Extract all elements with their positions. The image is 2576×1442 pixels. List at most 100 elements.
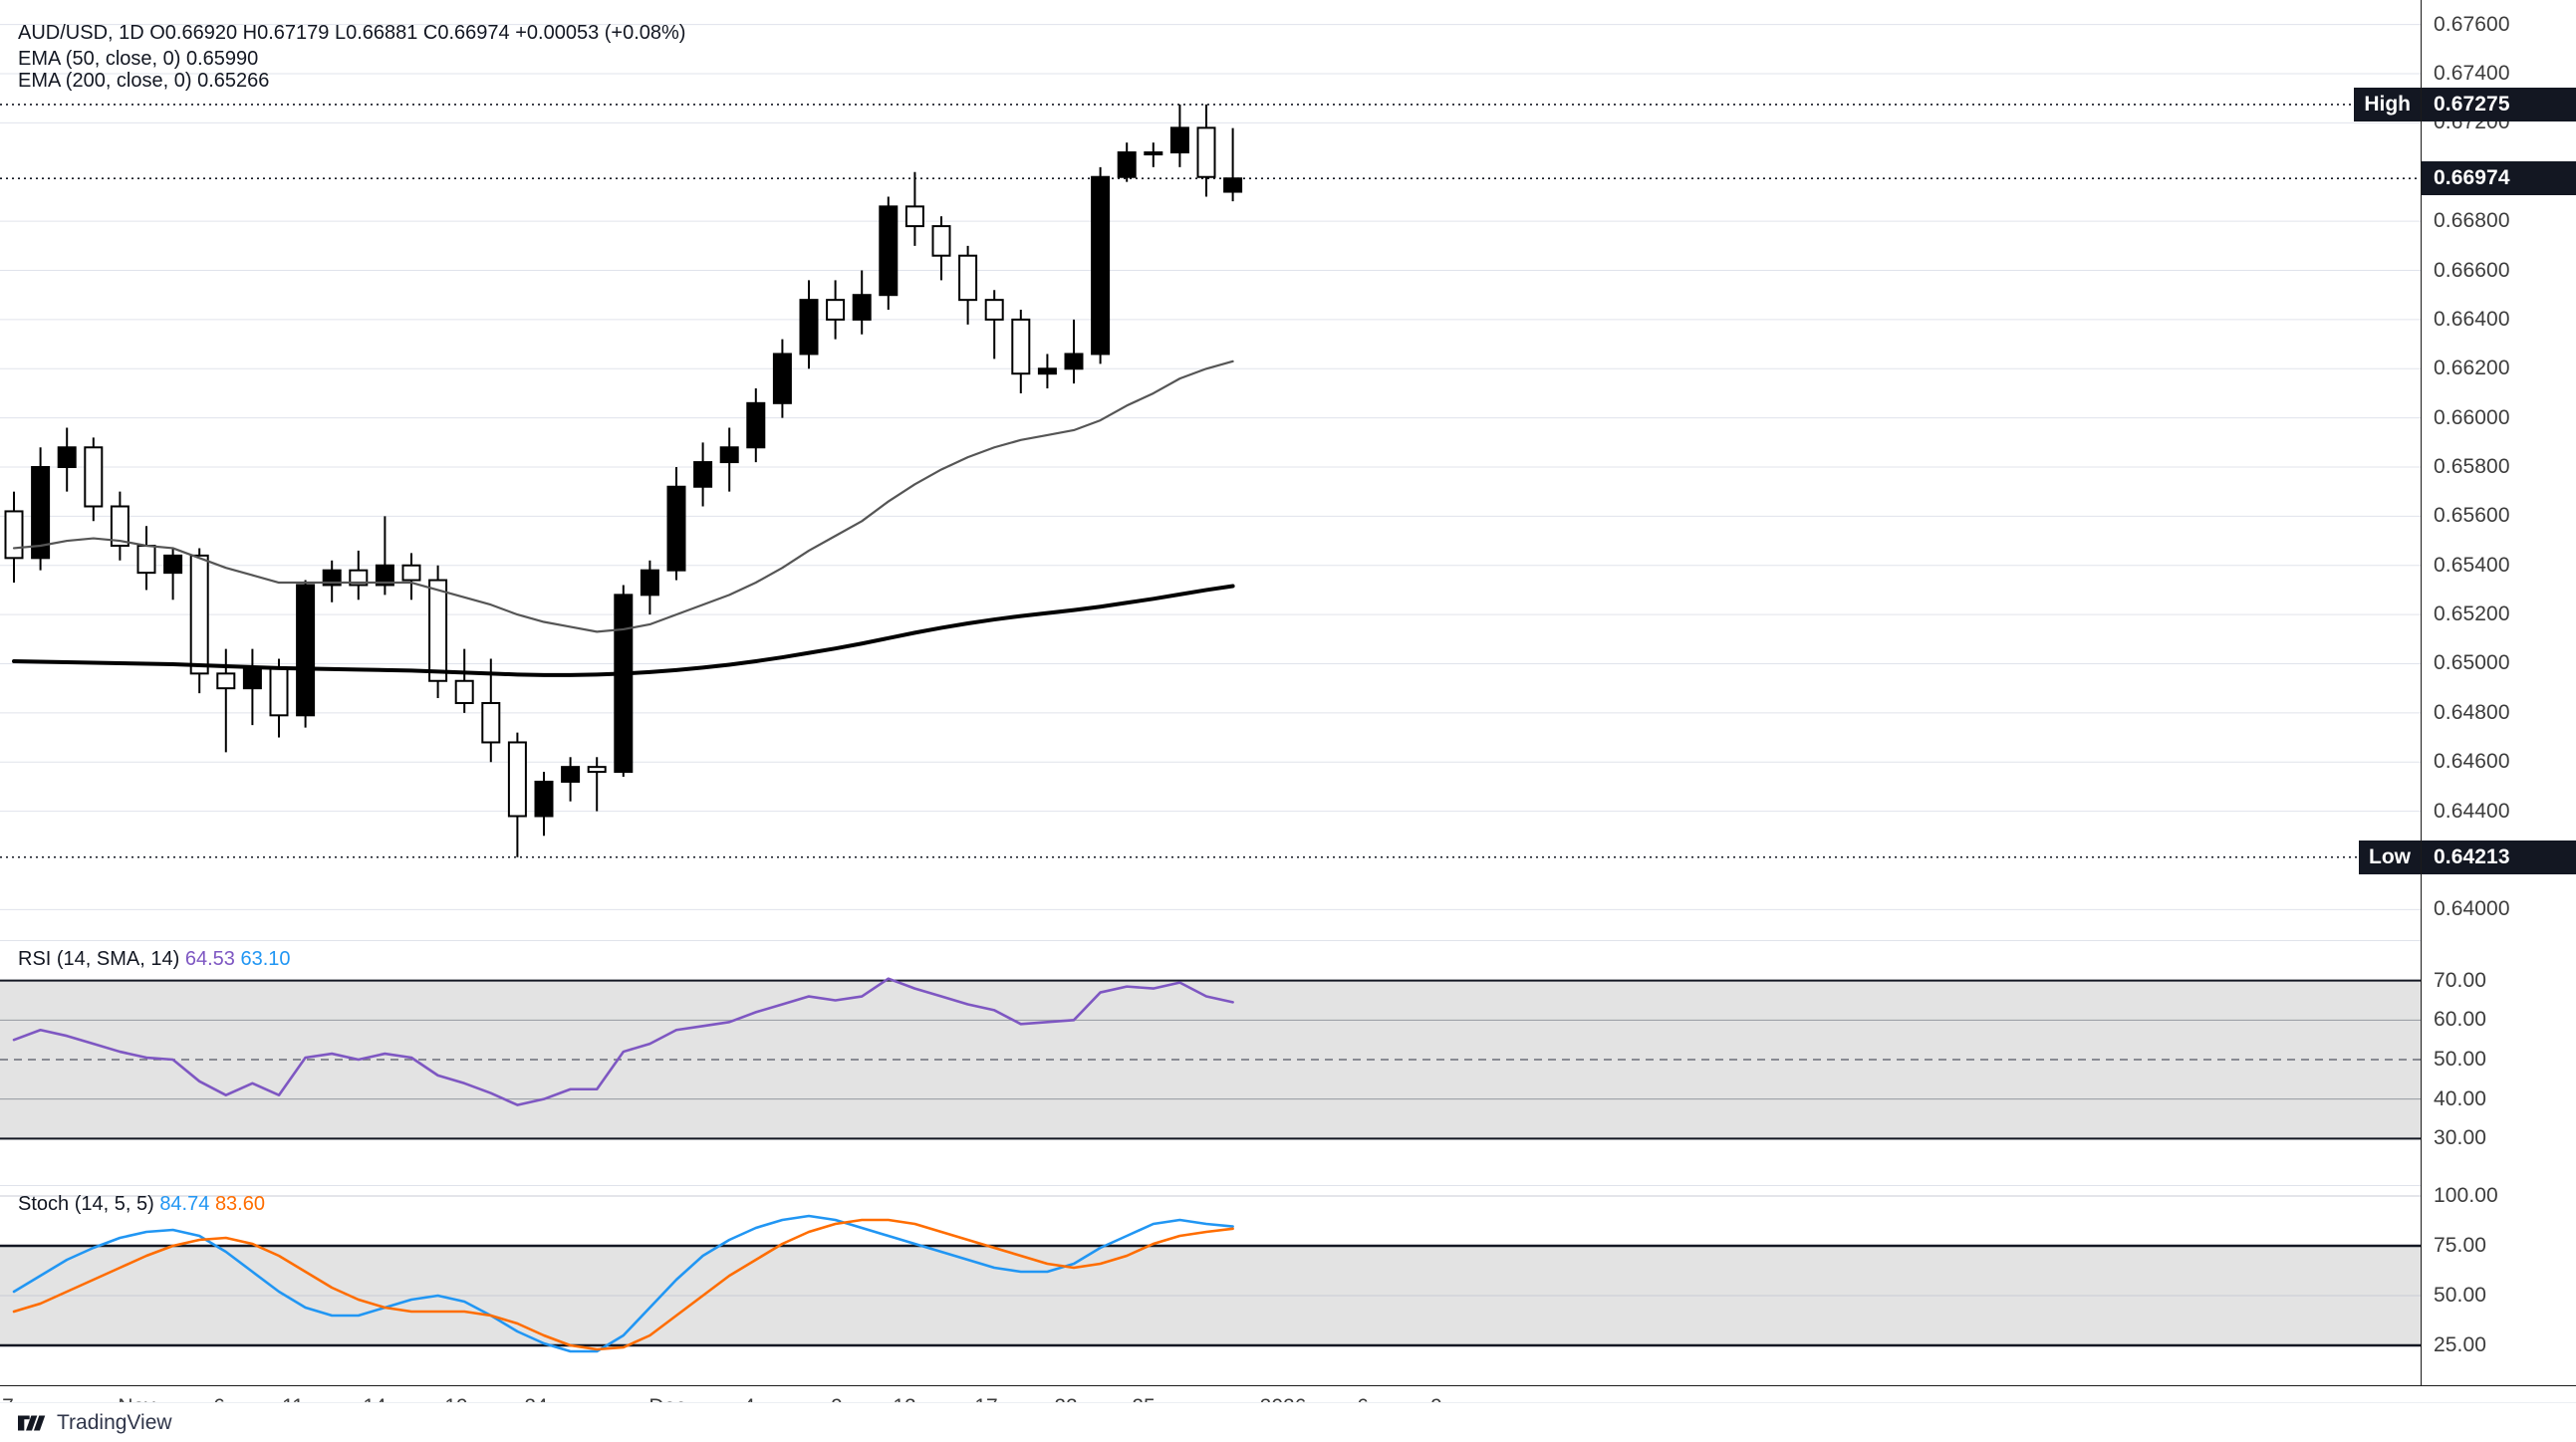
price-pane[interactable] [0,0,2421,934]
rsi-tick-label: 50.00 [2434,1048,2487,1071]
candle-body [984,299,1004,321]
ema50-line [12,360,1234,633]
stoch-legend-d-value: 83.60 [214,1193,265,1215]
candle-body [31,466,51,560]
rsi-pane[interactable] [0,941,2421,1178]
rsi-legend-label: RSI (14, SMA, 14) [18,948,180,970]
price-tick-label: 0.65400 [2434,553,2510,577]
candle-body [269,667,289,717]
candle-body [454,679,474,704]
tradingview-brand-label: TradingView [57,1410,172,1434]
price-tick-label: 0.66800 [2434,209,2510,233]
ema200-legend-text: EMA (200, close, 0) 0.65266 [18,70,270,92]
price-tick-label: 0.64600 [2434,750,2510,774]
rsi-chart-svg[interactable] [0,941,2421,1178]
high-marker-tag: High [2354,87,2421,121]
candle-body [375,564,394,587]
candle-body [1011,318,1031,375]
candle-body [640,569,659,597]
ema200-legend[interactable]: EMA (200, close, 0) 0.65266 [18,68,269,94]
candle-body [772,353,792,404]
candle-body [110,505,129,547]
price-tick-label: 0.64000 [2434,897,2510,921]
stoch-legend[interactable]: Stoch (14, 5, 5) 84.74 83.60 [18,1191,265,1217]
ema50-legend[interactable]: EMA (50, close, 0) 0.65990 [18,46,258,72]
candle-body [1169,126,1189,154]
stoch-d-line [12,1218,1234,1351]
candle-body [534,780,554,818]
rsi-line [12,977,1234,1106]
price-tick-label: 0.67600 [2434,12,2510,36]
price-scale[interactable]: 0.67600 0.67400 0.67200 0.66800 0.66600 0.664… [2421,0,2576,1385]
stoch-chart-svg[interactable] [0,1186,2421,1385]
candle-body [852,294,872,321]
candle-body [746,401,766,449]
stoch-tick-label: 100.00 [2434,1184,2498,1207]
candle-body [904,205,924,228]
rsi-tick-label: 70.00 [2434,968,2487,992]
footer-bar: TradingView [0,1402,2576,1442]
candle-body [826,299,846,321]
price-tick-label: 0.65000 [2434,651,2510,675]
symbol-legend[interactable]: AUD/USD, 1D O0.66920 H0.67179 L0.66881 C… [18,20,685,46]
candle-body [189,554,209,675]
pane-separator-stoch [0,1185,2576,1186]
candle-body [1144,151,1163,156]
rsi-tick-label: 40.00 [2434,1086,2487,1110]
rsi-tick-label: 30.00 [2434,1126,2487,1150]
price-tick-label: 0.66600 [2434,258,2510,282]
candle-body [1196,126,1216,178]
candle-body [136,544,156,575]
symbol-legend-text: AUD/USD, 1D O0.66920 H0.67179 L0.66881 C… [18,22,686,44]
candle-body [931,225,951,257]
rsi-legend[interactable]: RSI (14, SMA, 14) 64.53 63.10 [18,946,291,972]
candle-body [1117,151,1137,178]
candle-body [163,554,183,575]
tradingview-logo-icon [18,1413,48,1433]
candle-body [587,766,607,774]
candle-body [57,446,77,468]
candle-body [561,766,581,783]
candle-body [1223,177,1243,193]
price-tick-label: 0.65200 [2434,602,2510,626]
high-price-badge[interactable]: 0.67275 [2422,87,2576,121]
low-price-badge[interactable]: 0.64213 [2422,840,2576,874]
candle-series [4,104,1243,857]
last-price-badge[interactable]: 0.66974 [2422,161,2576,196]
candle-body [481,701,501,744]
candle-body [84,446,104,508]
price-tick-label: 0.65600 [2434,504,2510,528]
candle-body [428,579,448,682]
stoch-k-line [12,1214,1234,1353]
stoch-tick-label: 25.00 [2434,1333,2487,1356]
price-tick-label: 0.64800 [2434,700,2510,724]
candle-body [614,594,634,774]
stoch-pane[interactable] [0,1186,2421,1385]
candle-body [349,569,369,587]
rsi-legend-sma-value: 63.10 [240,948,291,970]
candle-body [719,446,739,464]
price-tick-label: 0.66200 [2434,357,2510,380]
rsi-legend-value: 64.53 [184,948,235,970]
candle-body [322,569,342,587]
candle-body [296,584,316,717]
candle-body [1064,353,1084,370]
candle-body [693,461,713,488]
price-chart-svg[interactable] [0,0,2421,934]
stoch-legend-label: Stoch (14, 5, 5) [18,1193,154,1215]
candle-body [4,510,24,560]
candle-body [1091,175,1111,356]
rsi-band [0,980,2421,1139]
ema50-legend-text: EMA (50, close, 0) 0.65990 [18,48,259,70]
candle-body [666,485,686,572]
stoch-tick-label: 75.00 [2434,1234,2487,1257]
candle-body [507,741,527,818]
candle-body [401,564,421,582]
price-tick-label: 0.67400 [2434,62,2510,86]
low-marker-tag: Low [2359,840,2421,874]
candle-body [958,254,978,302]
stoch-tick-label: 50.00 [2434,1284,2487,1307]
candle-body [216,672,236,690]
candle-body [799,299,819,356]
